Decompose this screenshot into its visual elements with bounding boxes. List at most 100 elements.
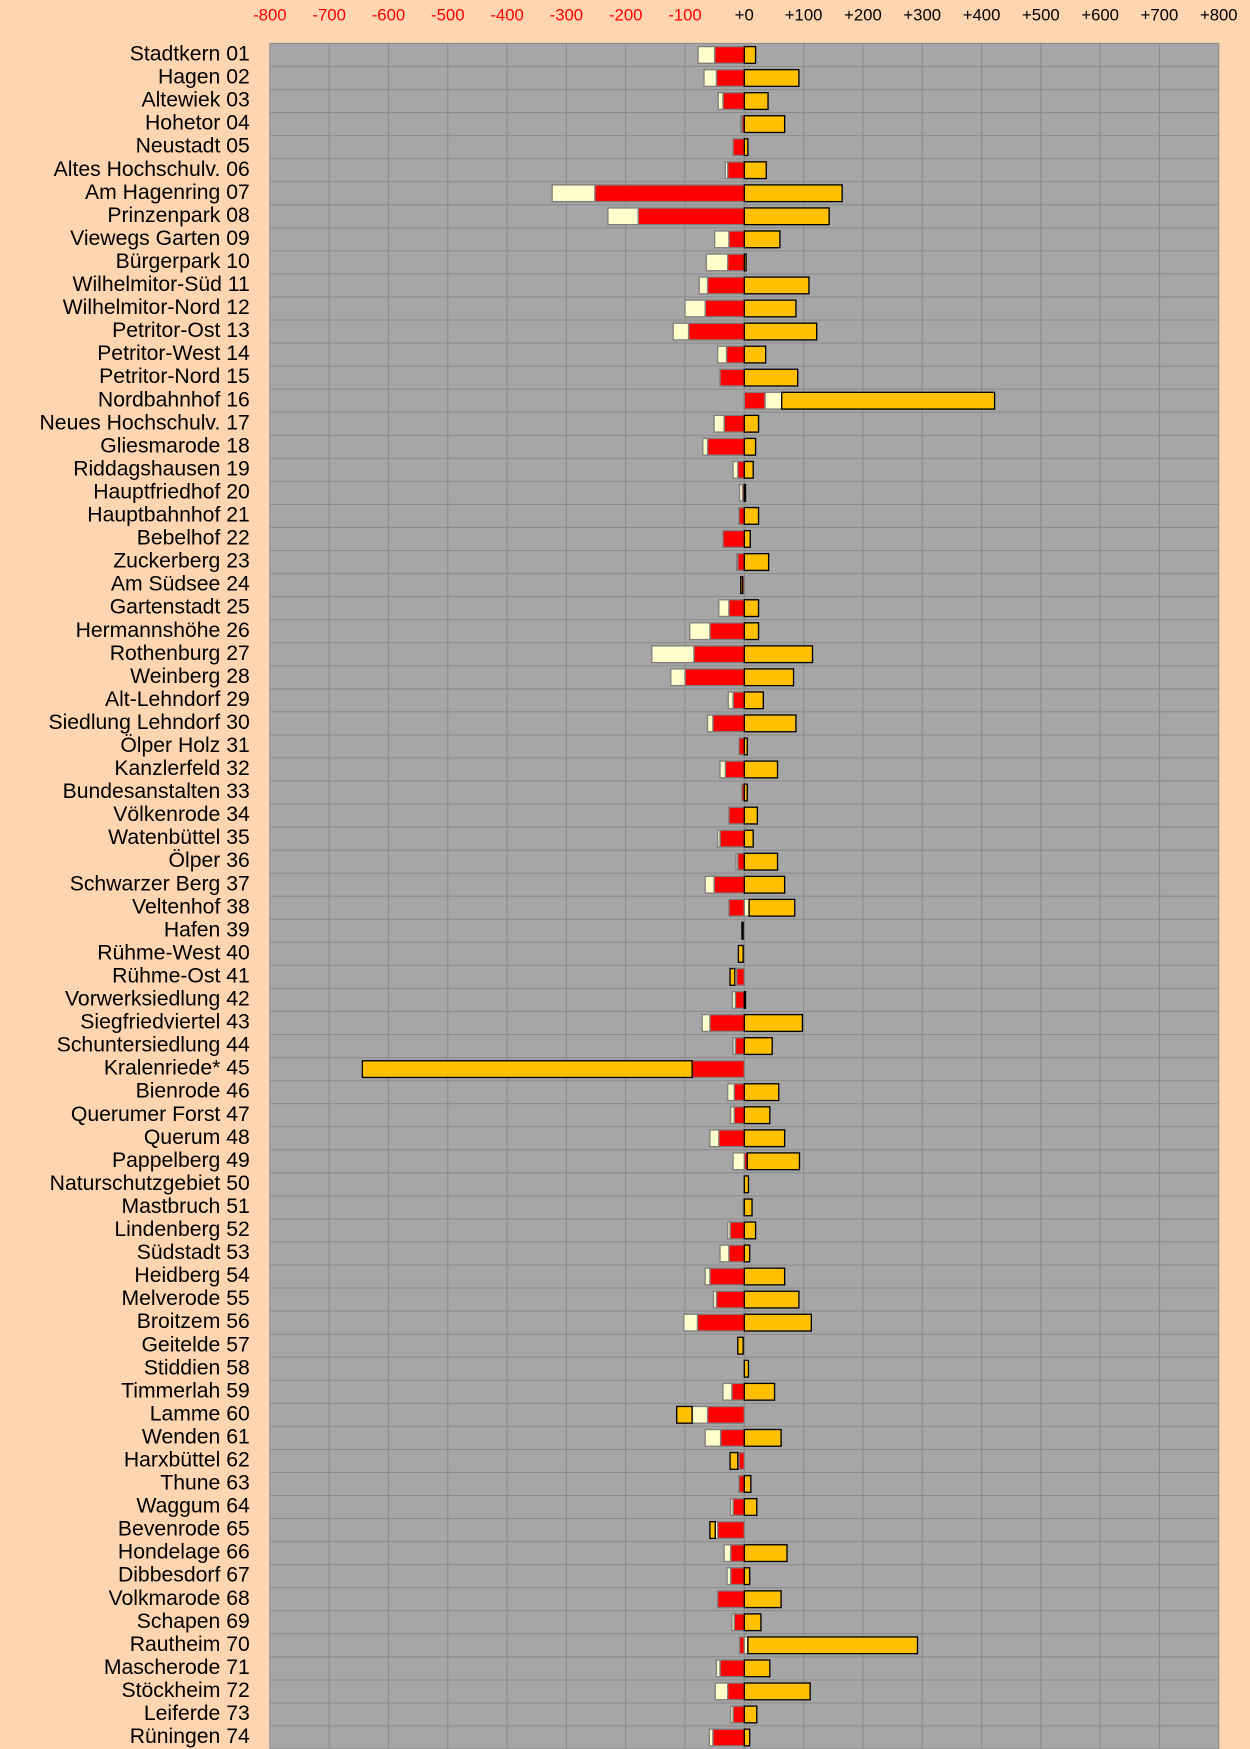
bar — [703, 68, 718, 88]
bar — [743, 368, 799, 387]
bar — [743, 68, 800, 88]
bar — [722, 1382, 733, 1401]
category-label: Bienrode 46 — [136, 1080, 250, 1103]
category-label: Riddagshausen 19 — [73, 457, 250, 480]
bar — [727, 1221, 731, 1240]
bar — [670, 668, 686, 687]
category-label: Altes Hochschulv. 06 — [54, 158, 250, 181]
bar — [731, 1382, 745, 1401]
category-label: Veltenhof 38 — [132, 895, 250, 918]
bar — [733, 1106, 745, 1125]
bar — [713, 414, 725, 433]
category-label: Hermannshöhe 26 — [76, 619, 250, 642]
bar — [743, 345, 767, 364]
x-tick-label: +300 — [903, 5, 941, 24]
bar — [691, 1060, 745, 1079]
bar — [728, 1244, 745, 1263]
bar — [743, 1428, 782, 1447]
bar — [743, 299, 797, 318]
bar — [719, 760, 727, 779]
bar — [735, 967, 745, 986]
category-label: Petritor-Ost 13 — [112, 319, 250, 342]
bar — [732, 1037, 737, 1056]
bar — [733, 1613, 745, 1632]
bar — [719, 829, 745, 848]
bar — [704, 1428, 722, 1447]
category-label: Lindenberg 52 — [114, 1218, 249, 1241]
category-label: Leiferde 73 — [144, 1702, 250, 1725]
bar — [718, 1129, 745, 1148]
bar — [743, 1083, 780, 1102]
category-label: Neustadt 05 — [136, 135, 250, 158]
bar — [743, 184, 843, 203]
bar — [743, 1106, 771, 1125]
bar — [743, 322, 818, 341]
bar — [697, 45, 716, 64]
bar — [709, 1267, 745, 1286]
bar — [709, 1129, 720, 1148]
x-tick-label: -200 — [609, 5, 642, 24]
category-label: Hauptbahnhof 21 — [87, 504, 249, 527]
bar — [716, 1590, 745, 1609]
bar — [716, 829, 721, 848]
bar — [683, 1313, 699, 1332]
bar — [684, 299, 706, 318]
bar — [734, 1037, 745, 1056]
bar — [651, 645, 695, 664]
x-tick-label: +0 — [735, 5, 754, 24]
category-label: Volkmarode 68 — [109, 1587, 250, 1610]
category-label: Neues Hochschulv. 17 — [40, 411, 250, 434]
category-label: Südstadt 53 — [137, 1241, 250, 1264]
category-label: Heidberg 54 — [134, 1264, 250, 1287]
bar — [732, 1152, 745, 1171]
bar — [743, 1290, 800, 1309]
category-label: Vorwerksiedlung 42 — [65, 988, 250, 1011]
bar — [743, 898, 750, 917]
bar — [738, 1451, 745, 1470]
bar — [743, 875, 786, 894]
bar — [743, 1544, 788, 1563]
category-label: Querum 48 — [144, 1126, 250, 1149]
bar — [743, 990, 747, 1009]
bar — [729, 967, 736, 986]
bar — [743, 645, 814, 664]
bar — [743, 1129, 786, 1148]
category-label: Nordbahnhof 16 — [98, 388, 250, 411]
bar — [743, 1659, 771, 1678]
bar — [743, 1013, 804, 1033]
category-label: Pappelberg 49 — [112, 1149, 250, 1172]
category-label: Hafen 39 — [164, 918, 250, 941]
bar — [709, 622, 745, 641]
bar — [723, 1544, 732, 1563]
bar — [743, 852, 779, 871]
bar — [743, 1682, 811, 1701]
bar — [704, 875, 715, 894]
bar — [723, 414, 745, 433]
bar — [719, 1659, 745, 1678]
x-tick-label: +500 — [1022, 5, 1060, 24]
bar — [743, 1359, 750, 1378]
bar — [743, 92, 769, 111]
bar — [551, 184, 596, 203]
bar — [735, 552, 739, 572]
category-label: Schwarzer Berg 37 — [70, 872, 250, 895]
bar — [743, 161, 767, 180]
category-label: Ölper Holz 31 — [120, 733, 249, 757]
category-label: Melverode 55 — [121, 1287, 249, 1310]
category-label: Gartenstadt 25 — [110, 596, 250, 619]
category-label: Gliesmarode 18 — [100, 434, 249, 457]
bar — [728, 806, 745, 825]
bar — [743, 138, 749, 157]
x-tick-label: +400 — [963, 5, 1001, 24]
bar — [361, 1060, 693, 1079]
category-label: Timmerlah 59 — [121, 1379, 250, 1402]
bar — [743, 1267, 786, 1286]
bar — [706, 714, 714, 733]
category-label: Wilhelmitor-Süd 11 — [72, 273, 249, 296]
category-label: Watenbüttel 35 — [108, 826, 250, 849]
category-label: Am Hagenring 07 — [85, 181, 250, 204]
bar — [709, 1521, 716, 1540]
bar — [712, 1728, 745, 1747]
bar — [743, 1244, 751, 1263]
x-tick-label: -700 — [312, 5, 345, 24]
